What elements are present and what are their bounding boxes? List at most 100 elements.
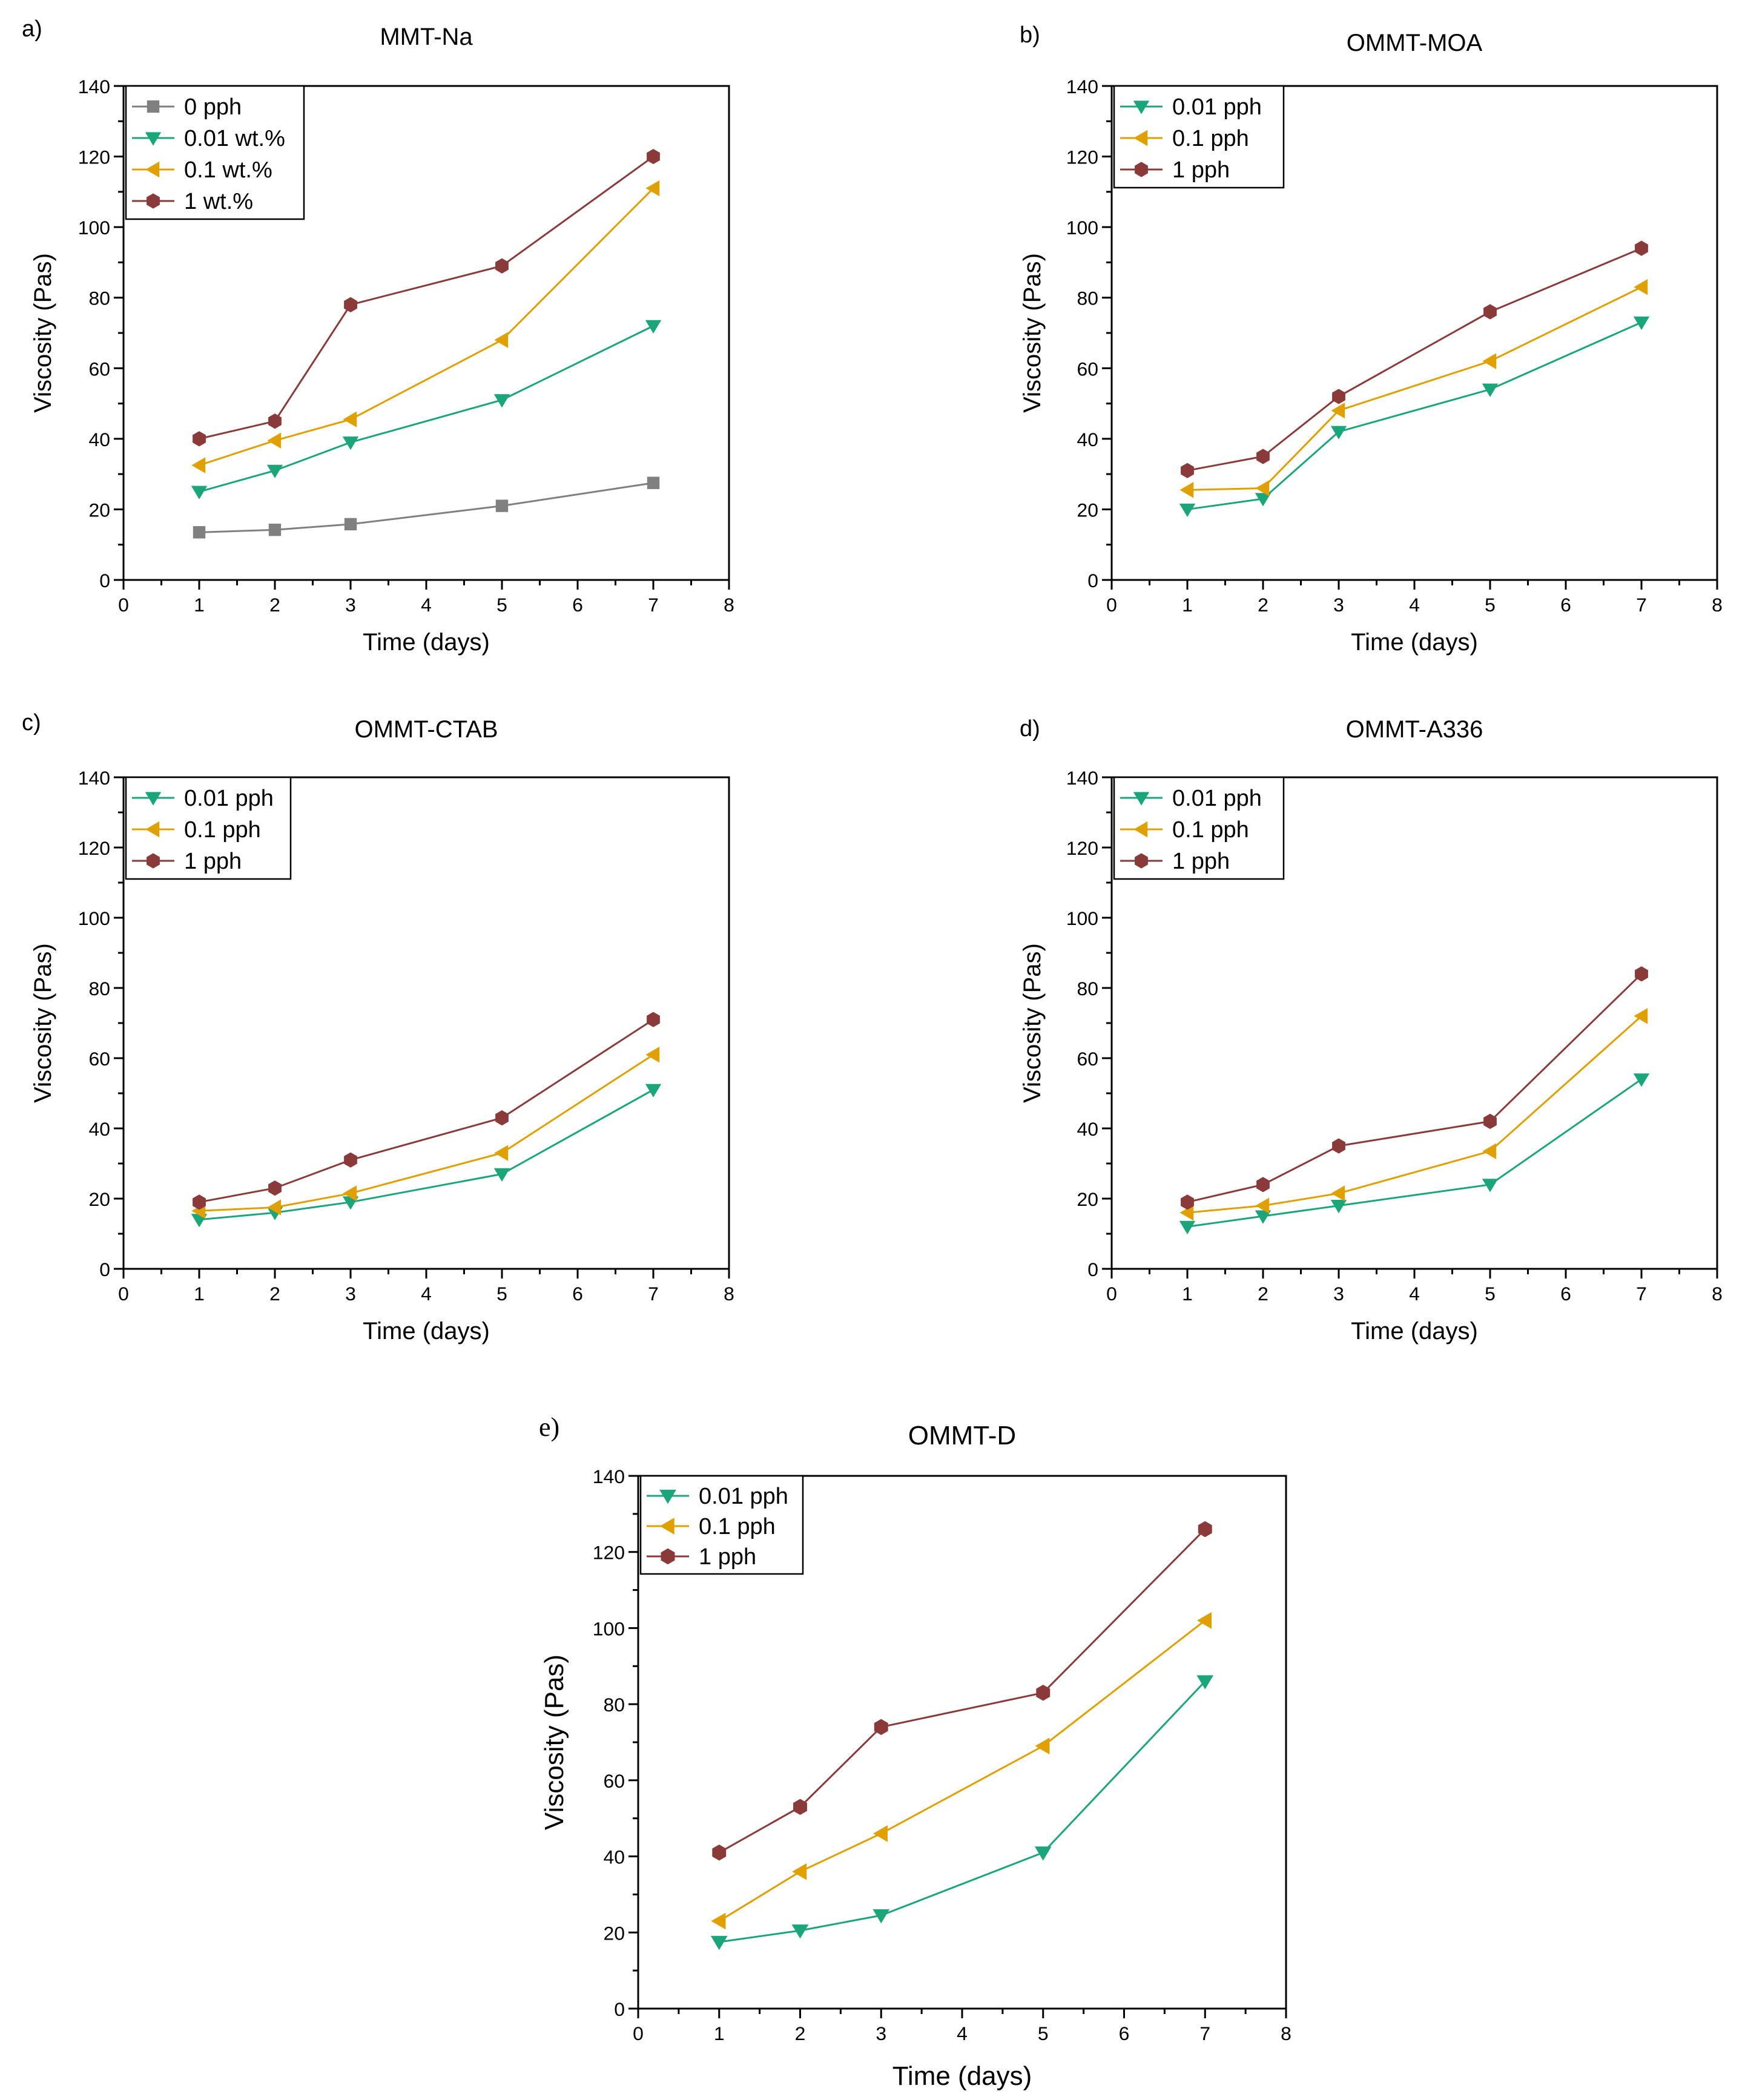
y-tick-label: 20 [604, 1922, 625, 1944]
x-tick-label: 4 [421, 1283, 432, 1305]
y-tick-label: 140 [1066, 76, 1098, 97]
legend-label: 0.01 wt.% [184, 126, 285, 151]
x-axis-label: Time (days) [363, 1318, 490, 1345]
data-point [193, 1194, 206, 1210]
x-tick-label: 0 [1106, 1283, 1117, 1305]
legend-marker [145, 161, 160, 178]
x-axis-label: Time (days) [1351, 1318, 1478, 1345]
data-point [1198, 1521, 1212, 1538]
y-tick-label: 40 [89, 1118, 111, 1140]
legend-label: 0.01 pph [1172, 786, 1262, 811]
x-tick-label: 6 [1560, 1283, 1571, 1305]
x-tick-label: 5 [496, 594, 507, 616]
chart-title: OMMT-D [908, 1421, 1016, 1450]
x-tick-label: 5 [1038, 2023, 1049, 2044]
data-point [268, 413, 282, 429]
x-tick-label: 1 [714, 2023, 725, 2044]
y-tick-label: 120 [1066, 146, 1098, 168]
data-point [1482, 353, 1497, 369]
data-point [1255, 1197, 1270, 1214]
data-point [268, 524, 282, 536]
y-axis-label: Viscosity (Pas) [30, 253, 56, 413]
x-tick-label: 3 [1333, 1283, 1344, 1305]
x-tick-label: 5 [1485, 1283, 1496, 1305]
data-point [1331, 403, 1345, 419]
y-axis-label: Viscosity (Pas) [539, 1654, 569, 1830]
data-point [1330, 1200, 1347, 1214]
y-tick-label: 80 [1077, 288, 1099, 309]
y-tick-label: 20 [89, 1188, 111, 1210]
x-tick-label: 6 [572, 594, 583, 616]
legend-marker [1133, 792, 1150, 806]
series-line [199, 1088, 654, 1221]
y-tick-label: 60 [604, 1770, 625, 1792]
data-point [873, 1909, 890, 1924]
y-tick-label: 140 [78, 767, 110, 789]
data-point [645, 1047, 660, 1063]
x-tick-label: 4 [1409, 1283, 1420, 1305]
legend-marker [1135, 853, 1148, 869]
y-tick-label: 40 [1077, 1118, 1099, 1140]
x-tick-label: 6 [1119, 2023, 1130, 2044]
series-line [1187, 1078, 1642, 1228]
y-tick-label: 100 [78, 217, 110, 239]
y-tick-label: 40 [89, 429, 111, 450]
data-point [193, 431, 206, 447]
x-tick-label: 7 [648, 1283, 659, 1305]
data-point [1196, 1675, 1214, 1690]
y-tick-label: 140 [1066, 767, 1098, 789]
y-tick-label: 120 [593, 1542, 625, 1564]
chart-title: OMMT-CTAB [354, 716, 498, 743]
series-line [1187, 1015, 1642, 1214]
data-point [267, 1199, 282, 1216]
series-line [199, 482, 654, 533]
x-tick-label: 1 [194, 1283, 205, 1305]
data-point [1256, 449, 1270, 464]
data-point [266, 464, 283, 478]
legend-label: 0.1 wt.% [184, 157, 272, 183]
y-axis-label: Viscosity (Pas) [1019, 253, 1046, 413]
data-point [711, 1912, 726, 1930]
data-point [645, 1084, 662, 1098]
series-line [1187, 286, 1642, 491]
x-tick-label: 8 [1712, 594, 1723, 616]
legend-marker [145, 792, 162, 806]
data-point [1179, 482, 1194, 498]
legend-marker [145, 821, 160, 838]
panel-letter: e) [539, 1412, 559, 1442]
data-point [1255, 480, 1270, 496]
x-tick-label: 6 [1560, 594, 1571, 616]
x-tick-label: 0 [118, 594, 129, 616]
x-tick-label: 6 [572, 1283, 583, 1305]
data-point [193, 526, 206, 539]
y-tick-label: 20 [89, 499, 111, 521]
x-tick-label: 2 [269, 1283, 280, 1305]
x-tick-label: 4 [1409, 594, 1420, 616]
panel-e: e) OMMT-D0 1 2 3 4 5 6 7 8020406080100120140Time … [539, 1412, 1291, 2091]
data-point [873, 1825, 888, 1842]
y-tick-label: 60 [1077, 1048, 1099, 1070]
y-tick-label: 0 [1087, 570, 1098, 591]
x-tick-label: 3 [345, 594, 356, 616]
data-point [1179, 1205, 1194, 1221]
x-tick-label: 0 [1106, 594, 1117, 616]
x-tick-label: 4 [421, 594, 432, 616]
legend-marker [1135, 162, 1148, 177]
x-tick-label: 7 [1636, 1283, 1647, 1305]
data-point [647, 476, 660, 489]
y-axis-label: Viscosity (Pas) [30, 943, 56, 1103]
data-point [645, 180, 660, 197]
data-point [344, 1152, 357, 1168]
x-axis-label: Time (days) [1351, 629, 1478, 656]
data-point [1483, 304, 1497, 320]
y-tick-label: 20 [1077, 1188, 1099, 1210]
legend-marker [659, 1518, 675, 1535]
legend-label: 0.1 pph [1172, 817, 1249, 843]
panel-letter: c) [22, 710, 41, 736]
y-tick-label: 120 [78, 146, 110, 168]
data-point [268, 1180, 282, 1196]
y-tick-label: 0 [99, 570, 110, 591]
data-point [1036, 1685, 1051, 1701]
x-tick-label: 7 [1199, 2023, 1210, 2044]
y-tick-label: 20 [1077, 499, 1099, 521]
